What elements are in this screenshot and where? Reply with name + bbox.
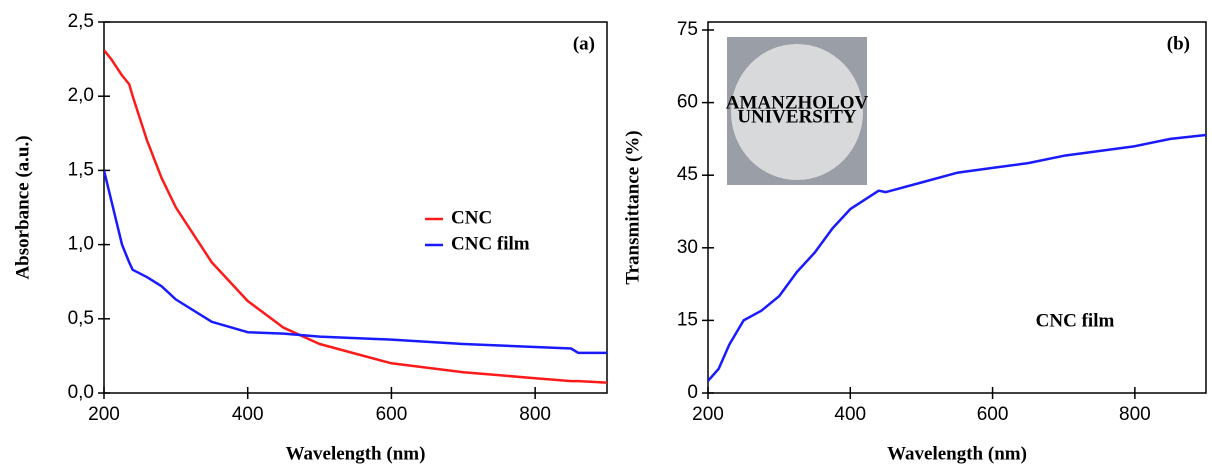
y-tick-label: 30 (677, 237, 698, 258)
y-tick-label: 2,5 (68, 11, 94, 32)
x-tick-label: 200 (88, 404, 120, 425)
y-tick-label: 75 (677, 19, 698, 40)
y-tick-label: 45 (677, 164, 698, 185)
inset-film (731, 44, 863, 180)
y-tick-label: 0 (687, 382, 698, 403)
y-tick-label: 1,0 (68, 234, 94, 255)
data-line (104, 49, 607, 384)
annotation: (a) (573, 33, 595, 54)
inset-text: AMANZHOLOV (726, 92, 869, 113)
plot-frame (103, 21, 608, 394)
y-tick-label: 0,0 (68, 382, 94, 403)
y-tick-label: 60 (677, 92, 698, 113)
legend-label: CNC (451, 207, 492, 228)
x-tick-label: 600 (376, 404, 408, 425)
x-tick-label: 200 (692, 404, 724, 425)
y-tick-label: 2,0 (68, 85, 94, 106)
x-axis-label: Wavelength (nm) (887, 443, 1027, 464)
legend-label: CNC film (451, 233, 530, 254)
x-tick-label: 600 (977, 404, 1009, 425)
annotation: (b) (1167, 33, 1190, 54)
x-axis-label: Wavelength (nm) (286, 443, 426, 464)
y-tick-label: 1,5 (68, 159, 94, 180)
plot-frame (707, 21, 1207, 394)
inset-text: UNIVERSITY (737, 106, 857, 127)
x-tick-label: 400 (834, 404, 866, 425)
x-tick-label: 800 (1119, 404, 1151, 425)
annotation: CNC film (1036, 310, 1115, 331)
data-line (104, 170, 607, 355)
y-tick-label: 15 (677, 309, 698, 330)
x-tick-label: 400 (232, 404, 264, 425)
data-line (708, 133, 1206, 382)
y-axis-label: Transmittance (%) (622, 130, 643, 284)
y-tick-label: 0,5 (68, 308, 94, 329)
y-axis-label: Absorbance (a.u.) (12, 135, 33, 279)
x-tick-label: 800 (519, 404, 551, 425)
